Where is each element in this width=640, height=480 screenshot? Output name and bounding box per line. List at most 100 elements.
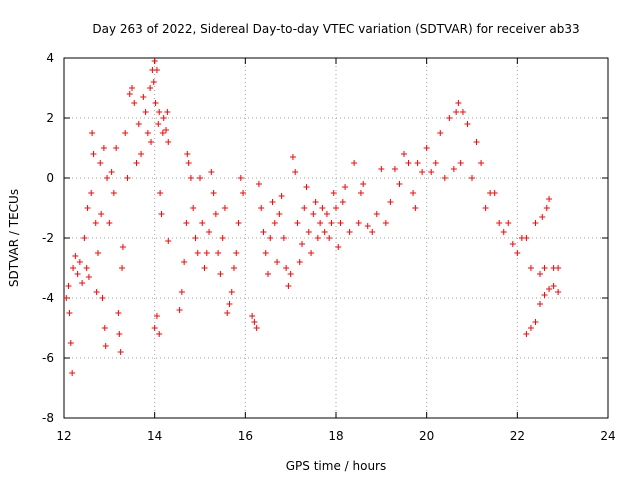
data-point [115, 310, 122, 316]
data-point [280, 235, 287, 241]
data-point [97, 160, 104, 166]
data-point [142, 109, 149, 115]
data-point [537, 271, 543, 277]
data-point [133, 160, 140, 166]
data-point [328, 220, 335, 226]
data-point [543, 205, 550, 211]
data-point [156, 331, 163, 337]
data-point [323, 211, 330, 217]
data-point [459, 109, 466, 115]
data-point [514, 250, 521, 256]
data-point [292, 169, 299, 175]
data-point [550, 283, 557, 289]
y-tick-label: -4 [42, 291, 54, 305]
data-point [500, 229, 507, 235]
data-point [555, 265, 562, 271]
data-point [355, 220, 362, 226]
data-point [217, 271, 224, 277]
data-point [92, 220, 99, 226]
data-point [208, 169, 215, 175]
data-point [432, 160, 439, 166]
data-point [151, 325, 158, 331]
data-point [339, 199, 346, 205]
data-point [378, 166, 385, 172]
data-point [226, 301, 233, 307]
data-point [72, 253, 79, 259]
data-point [164, 109, 171, 115]
data-point [289, 154, 296, 160]
data-point [412, 205, 419, 211]
data-point [382, 220, 389, 226]
data-point [317, 220, 324, 226]
data-point [165, 238, 172, 244]
data-point [342, 184, 349, 190]
data-point [509, 241, 516, 247]
data-point [79, 280, 86, 286]
data-point [335, 244, 342, 250]
data-point [401, 151, 407, 157]
data-point [319, 205, 326, 211]
data-point [469, 175, 475, 181]
x-axis-label: GPS time / hours [286, 459, 387, 473]
data-point [240, 190, 247, 196]
data-point [330, 190, 337, 196]
data-point [70, 265, 77, 271]
data-point [496, 220, 503, 226]
data-point [364, 223, 371, 229]
data-point [184, 151, 191, 157]
data-point [176, 307, 183, 313]
data-point [446, 115, 453, 121]
data-point [478, 160, 485, 166]
data-point [219, 235, 226, 241]
data-point [301, 205, 308, 211]
data-point [89, 130, 96, 136]
data-point [155, 121, 162, 127]
data-point [119, 265, 126, 271]
data-point [235, 220, 242, 226]
x-tick-label: 18 [328, 429, 343, 443]
data-point [153, 67, 160, 73]
data-point [122, 130, 129, 136]
data-point [156, 109, 163, 115]
data-point [285, 283, 292, 289]
x-tick-label: 14 [147, 429, 162, 443]
data-point [482, 205, 489, 211]
data-point [274, 259, 281, 265]
data-point [351, 160, 358, 166]
data-point [197, 175, 203, 181]
data-point [423, 145, 430, 151]
data-point [326, 235, 333, 241]
data-point [249, 313, 256, 319]
data-point [527, 265, 534, 271]
data-point [95, 250, 101, 256]
data-point [206, 229, 213, 235]
data-point [271, 220, 278, 226]
data-point [457, 160, 464, 166]
data-point [346, 229, 353, 235]
data-point [147, 85, 154, 91]
data-point [84, 205, 91, 211]
x-tick-label: 20 [419, 429, 434, 443]
data-point [464, 121, 471, 127]
data-point [321, 229, 328, 235]
data-point [98, 211, 105, 217]
data-point [148, 139, 155, 145]
data-point [260, 229, 267, 235]
data-point [181, 259, 188, 265]
x-tick-labels: 12 14 16 18 20 22 24 [56, 429, 615, 443]
data-point [93, 289, 100, 295]
data-point [527, 325, 534, 331]
y-tick-label: -6 [42, 351, 54, 365]
data-point [405, 160, 412, 166]
data-point [369, 229, 376, 235]
data-point [159, 130, 166, 136]
data-point [231, 265, 237, 271]
data-point [85, 274, 92, 280]
data-point [310, 211, 317, 217]
data-point [283, 265, 290, 271]
y-axis-label: SDTVAR / TECUs [7, 189, 21, 287]
data-point [237, 175, 244, 181]
data-point [455, 100, 462, 106]
data-point [258, 205, 265, 211]
data-point [262, 250, 269, 256]
